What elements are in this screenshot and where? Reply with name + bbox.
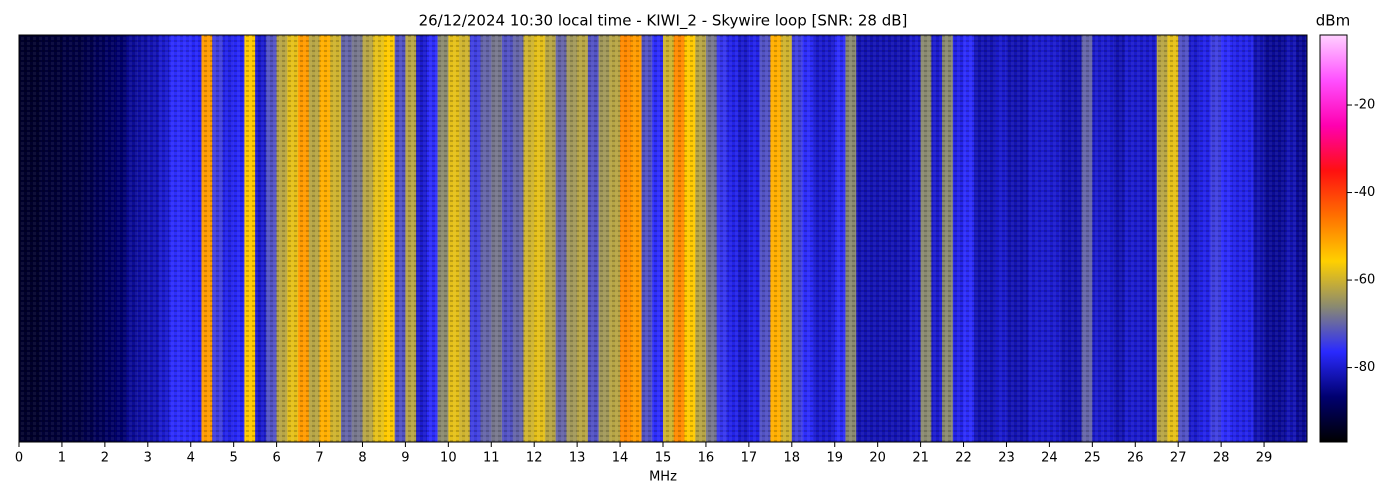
x-axis-label: MHz bbox=[649, 470, 677, 485]
x-tick-label: 21 bbox=[912, 451, 929, 466]
x-tick-label: 3 bbox=[144, 451, 152, 466]
x-tick-label: 28 bbox=[1213, 451, 1230, 466]
x-tick-label: 4 bbox=[187, 451, 195, 466]
x-tick-label: 22 bbox=[955, 451, 972, 466]
x-tick-label: 5 bbox=[230, 451, 238, 466]
colorbar-tick-label: -20 bbox=[1354, 98, 1375, 113]
x-tick-label: 11 bbox=[483, 451, 500, 466]
colorbar bbox=[1319, 34, 1348, 443]
x-tick-label: 10 bbox=[440, 451, 457, 466]
x-tick-label: 9 bbox=[401, 451, 409, 466]
x-tick-label: 0 bbox=[15, 451, 23, 466]
x-tick-label: 14 bbox=[612, 451, 629, 466]
x-tick-label: 15 bbox=[655, 451, 672, 466]
x-tick-label: 23 bbox=[998, 451, 1015, 466]
chart-title: 26/12/2024 10:30 local time - KIWI_2 - S… bbox=[419, 12, 908, 31]
x-tick-label: 13 bbox=[569, 451, 586, 466]
colorbar-tick-label: -60 bbox=[1354, 273, 1375, 288]
x-tick-label: 26 bbox=[1127, 451, 1144, 466]
x-tick-label: 20 bbox=[869, 451, 886, 466]
colorbar-label: dBm bbox=[1316, 12, 1350, 30]
x-tick-label: 17 bbox=[741, 451, 758, 466]
texture bbox=[19, 35, 1307, 442]
x-tick-label: 19 bbox=[826, 451, 843, 466]
x-tick-label: 29 bbox=[1256, 451, 1273, 466]
x-tick-label: 18 bbox=[784, 451, 801, 466]
x-tick-label: 8 bbox=[358, 451, 366, 466]
x-tick-label: 25 bbox=[1084, 451, 1101, 466]
x-tick-label: 1 bbox=[58, 451, 66, 466]
x-tick-label: 2 bbox=[101, 451, 109, 466]
x-tick-label: 6 bbox=[272, 451, 280, 466]
x-tick-label: 27 bbox=[1170, 451, 1187, 466]
colorbar-tick-label: -80 bbox=[1354, 360, 1375, 375]
x-tick-label: 7 bbox=[315, 451, 323, 466]
x-tick-label: 24 bbox=[1041, 451, 1058, 466]
x-tick-label: 12 bbox=[526, 451, 543, 466]
colorbar-tick-label: -40 bbox=[1354, 185, 1375, 200]
x-tick-label: 16 bbox=[698, 451, 715, 466]
